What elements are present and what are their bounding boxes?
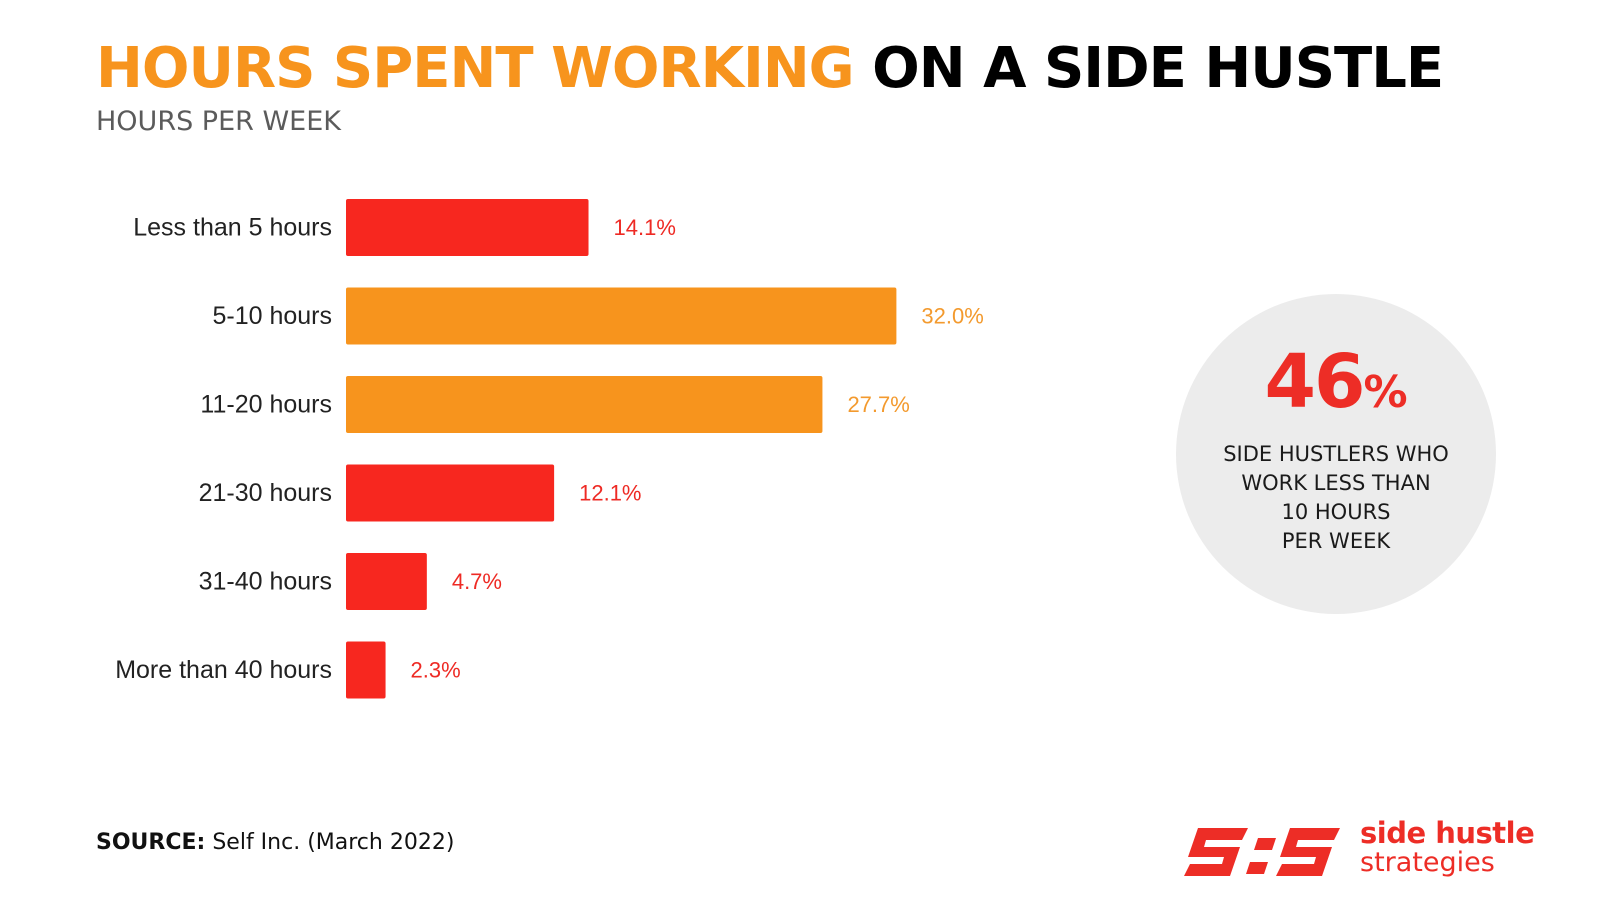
category-label: 11-20 hours — [200, 391, 332, 419]
callout-stat: 46% — [1176, 342, 1496, 433]
title-highlight: HOURS SPENT WORKING — [96, 36, 855, 101]
callout-value: 46 — [1264, 339, 1365, 425]
bar — [346, 641, 386, 699]
subtitle: HOURS PER WEEK — [96, 106, 342, 137]
category-label: 5-10 hours — [212, 302, 332, 330]
callout-unit: % — [1363, 367, 1408, 418]
bar — [346, 376, 823, 433]
value-label: 32.0% — [921, 304, 983, 329]
sfs-logo-icon — [1184, 828, 1340, 876]
category-label: 31-40 hours — [199, 568, 332, 596]
value-label: 12.1% — [579, 481, 641, 506]
logo-line-2: strategies — [1360, 847, 1495, 878]
value-label: 14.1% — [614, 215, 676, 240]
category-label: Less than 5 hours — [133, 214, 332, 242]
bar — [346, 464, 555, 522]
bar — [346, 199, 589, 256]
callout-circle: 46% SIDE HUSTLERS WHO WORK LESS THAN 10 … — [1176, 294, 1496, 614]
logo-line-1: side hustle — [1360, 816, 1535, 850]
page-title: HOURS SPENT WORKING ON A SIDE HUSTLE — [96, 32, 1444, 106]
category-label: More than 40 hours — [115, 656, 332, 684]
source-label: SOURCE: — [96, 830, 206, 855]
bar — [346, 553, 427, 610]
bar-chart: Less than 5 hours 14.1% 5-10 hours 32.0% 11-… — [115, 199, 984, 699]
logo-wordmark: side hustle strategies — [1360, 816, 1535, 878]
category-label: 21-30 hours — [199, 479, 332, 507]
value-label: 27.7% — [847, 392, 909, 417]
value-label: 4.7% — [452, 569, 502, 594]
title-rest: ON A SIDE HUSTLE — [872, 36, 1444, 101]
value-label: 2.3% — [411, 658, 461, 683]
bar — [346, 287, 897, 345]
source-text: Self Inc. (March 2022) — [212, 830, 455, 855]
source-note: SOURCE: Self Inc. (March 2022) — [96, 830, 454, 855]
callout-text: SIDE HUSTLERS WHO WORK LESS THAN 10 HOUR… — [1223, 442, 1449, 553]
